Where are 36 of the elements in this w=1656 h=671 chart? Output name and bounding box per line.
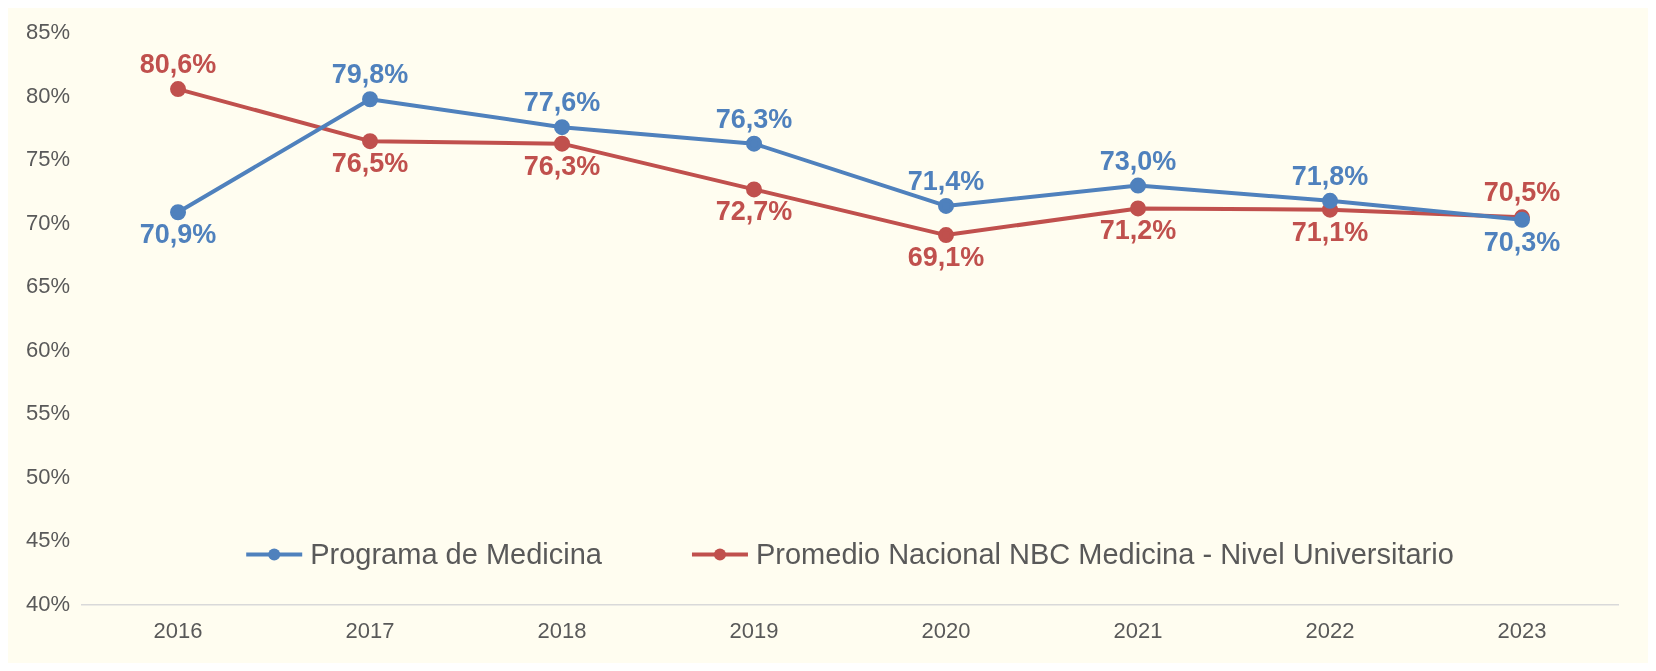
data-label: 71,2% — [1099, 215, 1177, 246]
data-label: 71,1% — [1291, 216, 1369, 247]
data-label: 69,1% — [907, 242, 985, 273]
x-tick-label: 2017 — [345, 617, 395, 643]
data-label: 73,0% — [1099, 145, 1177, 176]
x-tick-label: 2016 — [153, 617, 203, 643]
y-tick-label: 60% — [25, 336, 71, 362]
x-tick-label: 2018 — [537, 617, 587, 643]
data-label: 80,6% — [139, 49, 217, 80]
data-label: 72,7% — [715, 196, 793, 227]
y-tick-label: 65% — [25, 273, 71, 299]
y-tick-label: 85% — [25, 19, 71, 45]
x-tick-label: 2021 — [1113, 617, 1163, 643]
data-label: 76,3% — [523, 150, 601, 181]
data-label: 70,9% — [139, 219, 217, 250]
legend-label: Programa de Medicina — [310, 537, 603, 570]
data-label: 76,3% — [715, 103, 793, 134]
x-tick-label: 2022 — [1305, 617, 1355, 643]
data-label: 79,8% — [331, 59, 409, 90]
data-label: 77,6% — [523, 87, 601, 118]
x-tick-label: 2023 — [1497, 617, 1547, 643]
data-label: 76,5% — [331, 148, 409, 179]
x-tick-label: 2019 — [729, 617, 779, 643]
y-tick-label: 40% — [25, 590, 71, 616]
x-tick-label: 2020 — [921, 617, 971, 643]
data-label: 70,3% — [1483, 226, 1561, 257]
y-tick-label: 55% — [25, 400, 71, 426]
y-tick-label: 70% — [25, 209, 71, 235]
legend-label: Promedio Nacional NBC Medicina - Nivel Universitario — [755, 537, 1454, 570]
data-label: 71,8% — [1291, 160, 1369, 191]
data-label: 70,5% — [1483, 177, 1561, 208]
y-tick-label: 75% — [25, 146, 71, 172]
y-tick-label: 45% — [25, 527, 71, 553]
y-tick-label: 50% — [25, 463, 71, 489]
y-tick-label: 80% — [25, 82, 71, 108]
data-label: 71,4% — [907, 165, 985, 196]
